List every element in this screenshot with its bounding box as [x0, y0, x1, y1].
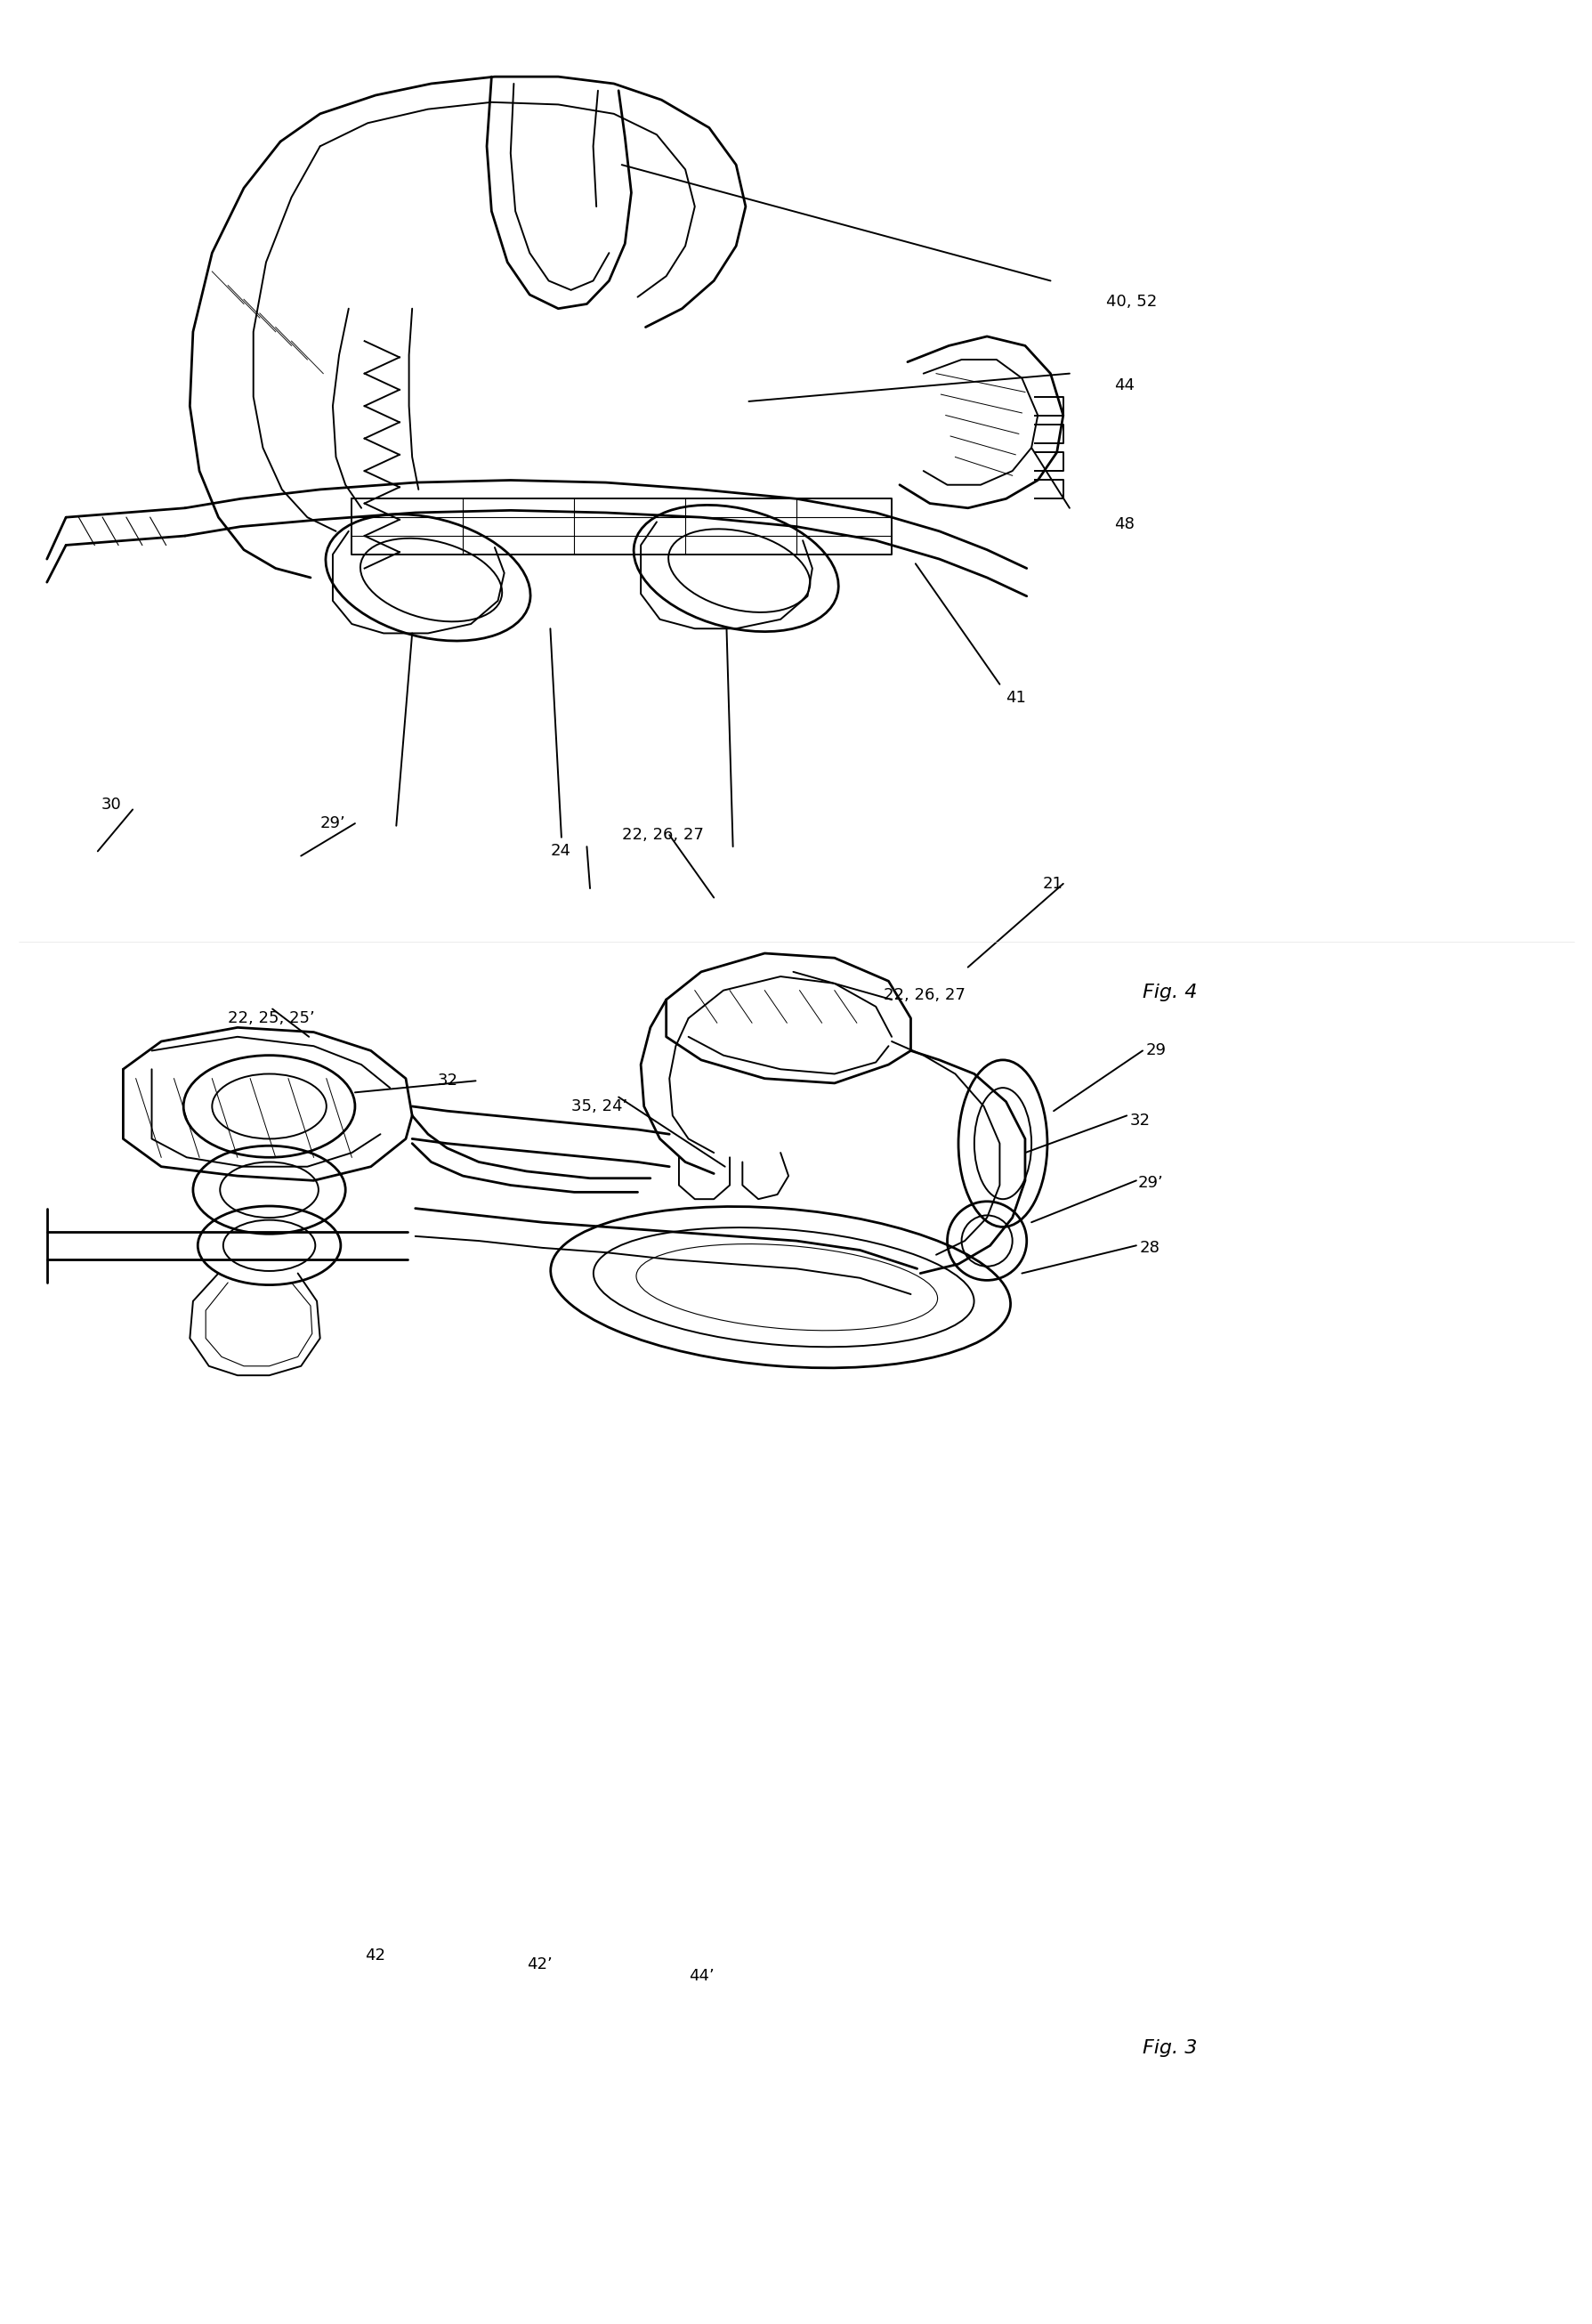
- Text: 29’: 29’: [1137, 1176, 1162, 1190]
- Text: 29: 29: [1145, 1043, 1165, 1060]
- Text: 21: 21: [1043, 876, 1062, 892]
- Text: 29’: 29’: [320, 816, 345, 832]
- Text: 32: 32: [438, 1074, 458, 1090]
- Text: 42: 42: [365, 1948, 385, 1964]
- Text: 22, 26, 27: 22, 26, 27: [884, 988, 965, 1004]
- Text: 48: 48: [1113, 516, 1134, 532]
- Text: 28: 28: [1138, 1239, 1159, 1255]
- Text: 24: 24: [549, 844, 570, 860]
- Text: Fig. 4: Fig. 4: [1141, 983, 1197, 1002]
- Text: 40, 52: 40, 52: [1105, 293, 1156, 309]
- Text: 44’: 44’: [688, 1968, 713, 1985]
- Text: 41: 41: [1006, 690, 1025, 706]
- Text: Fig. 3: Fig. 3: [1141, 2038, 1197, 2057]
- Text: 30: 30: [100, 797, 121, 813]
- Text: 35, 24’: 35, 24’: [570, 1099, 627, 1113]
- Text: 22, 25, 25’: 22, 25, 25’: [228, 1011, 315, 1027]
- Text: 32: 32: [1129, 1113, 1149, 1127]
- Text: 22, 26, 27: 22, 26, 27: [621, 827, 704, 844]
- Text: 44: 44: [1113, 376, 1134, 393]
- Text: 42’: 42’: [527, 1957, 552, 1973]
